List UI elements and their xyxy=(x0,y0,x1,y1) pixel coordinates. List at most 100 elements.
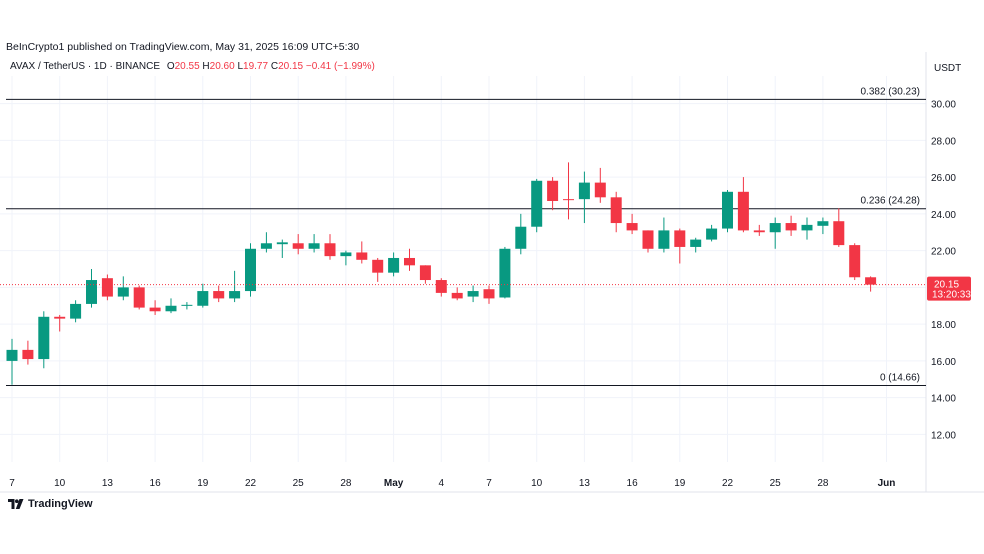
candle-body xyxy=(690,239,702,247)
high-label: H xyxy=(202,61,210,72)
x-tick-label: 28 xyxy=(340,478,352,489)
candle-body xyxy=(245,248,256,292)
x-tick-label: 13 xyxy=(102,478,114,489)
ohlc-legend: AVAX / TetherUS · 1D · BINANCE O20.55 H2… xyxy=(10,61,375,72)
x-tick-label: 16 xyxy=(150,478,162,489)
candle-body xyxy=(356,252,368,260)
fib-level-label: 0.382 (30.23) xyxy=(861,86,921,97)
candle-body xyxy=(531,180,543,227)
candle-body xyxy=(54,316,66,319)
candle-body xyxy=(801,224,813,231)
candle-body xyxy=(674,230,686,247)
x-tick-label: 10 xyxy=(531,478,543,489)
high-value: 20.60 xyxy=(209,61,235,72)
open-label: O xyxy=(166,61,175,72)
x-tick-label: Jun xyxy=(878,478,896,489)
tradingview-logo-icon xyxy=(8,499,24,509)
last-price-badge xyxy=(927,276,971,301)
candle-body xyxy=(817,221,829,226)
low-label: L xyxy=(237,61,244,72)
candle-body xyxy=(515,226,527,249)
x-tick-label: 7 xyxy=(9,478,15,489)
x-tick-label: 4 xyxy=(439,478,445,489)
candle-body xyxy=(404,257,415,266)
candle-body xyxy=(483,289,495,299)
y-tick-label: 16.00 xyxy=(931,357,956,368)
candle-body xyxy=(706,228,718,240)
fib-level-label: 0 (14.66) xyxy=(880,373,920,384)
brand-name: TradingView xyxy=(28,498,93,510)
candle-body xyxy=(324,243,336,257)
candle-body xyxy=(101,278,113,297)
candle-body xyxy=(38,316,50,360)
candle-body xyxy=(292,243,304,249)
candle-body xyxy=(753,230,765,233)
candle-body xyxy=(86,280,97,304)
candle-body xyxy=(117,287,129,297)
candle-body xyxy=(547,180,559,201)
candle-body xyxy=(213,291,225,299)
bar-countdown-label: 13:20:33 xyxy=(932,290,971,301)
last-price-label: 20.15 xyxy=(934,280,959,291)
candle-body xyxy=(340,252,352,257)
candle-body xyxy=(626,223,638,231)
candle-body xyxy=(260,243,272,249)
candle-body xyxy=(308,243,320,249)
candle-body xyxy=(499,248,511,298)
candle-body xyxy=(833,221,845,246)
candle-body xyxy=(276,242,288,245)
x-tick-label: 10 xyxy=(54,478,66,489)
candle-body xyxy=(658,230,670,249)
candle-body xyxy=(594,182,606,198)
candle-body xyxy=(229,291,241,299)
candle-body xyxy=(388,257,400,273)
y-tick-label: 28.00 xyxy=(931,136,956,147)
candle-body xyxy=(849,245,861,278)
x-tick-label: 28 xyxy=(817,478,829,489)
candle-body xyxy=(22,349,34,360)
y-tick-label: 12.00 xyxy=(931,430,956,441)
change-value: −0.41 (−1.99%) xyxy=(305,61,375,72)
candle-body xyxy=(563,199,574,201)
x-tick-label: 22 xyxy=(722,478,734,489)
candle-body xyxy=(642,230,654,249)
x-tick-label: 16 xyxy=(627,478,639,489)
low-value: 19.77 xyxy=(243,61,269,72)
y-tick-label: 30.00 xyxy=(931,100,956,111)
x-tick-label: 13 xyxy=(579,478,591,489)
x-tick-label: 25 xyxy=(770,478,782,489)
x-tick-label: 22 xyxy=(245,478,257,489)
y-tick-label: 26.00 xyxy=(931,173,956,184)
candle-body xyxy=(419,265,431,281)
publisher-caption: BeInCrypto1 published on TradingView.com… xyxy=(6,41,360,53)
footer-brand: TradingView xyxy=(8,498,93,510)
y-tick-label: 14.00 xyxy=(931,394,956,405)
candle-body xyxy=(70,303,82,319)
x-tick-label: 7 xyxy=(486,478,492,489)
currency-label: USDT xyxy=(934,63,961,74)
candle-body xyxy=(722,191,733,229)
y-tick-label: 18.00 xyxy=(931,320,956,331)
candle-body xyxy=(737,191,749,231)
candle-body xyxy=(769,223,781,233)
x-tick-label: 19 xyxy=(197,478,209,489)
candle-body xyxy=(149,307,161,312)
y-tick-label: 24.00 xyxy=(931,210,956,221)
x-tick-label: 19 xyxy=(674,478,686,489)
candle-body xyxy=(372,259,384,273)
candle-body xyxy=(785,223,797,231)
open-value: 20.55 xyxy=(174,61,200,72)
close-value: 20.15 xyxy=(278,61,304,72)
candle-body xyxy=(6,349,18,361)
candle-body xyxy=(181,304,193,306)
candle-body xyxy=(165,305,177,312)
x-tick-label: May xyxy=(384,478,404,489)
candle-body xyxy=(133,287,145,308)
candle-body xyxy=(865,277,877,285)
candle-body xyxy=(197,291,209,306)
x-tick-label: 25 xyxy=(293,478,305,489)
symbol-label: AVAX / TetherUS · 1D · BINANCE xyxy=(10,61,161,72)
candle-body xyxy=(435,280,447,293)
candle-body xyxy=(451,292,463,299)
